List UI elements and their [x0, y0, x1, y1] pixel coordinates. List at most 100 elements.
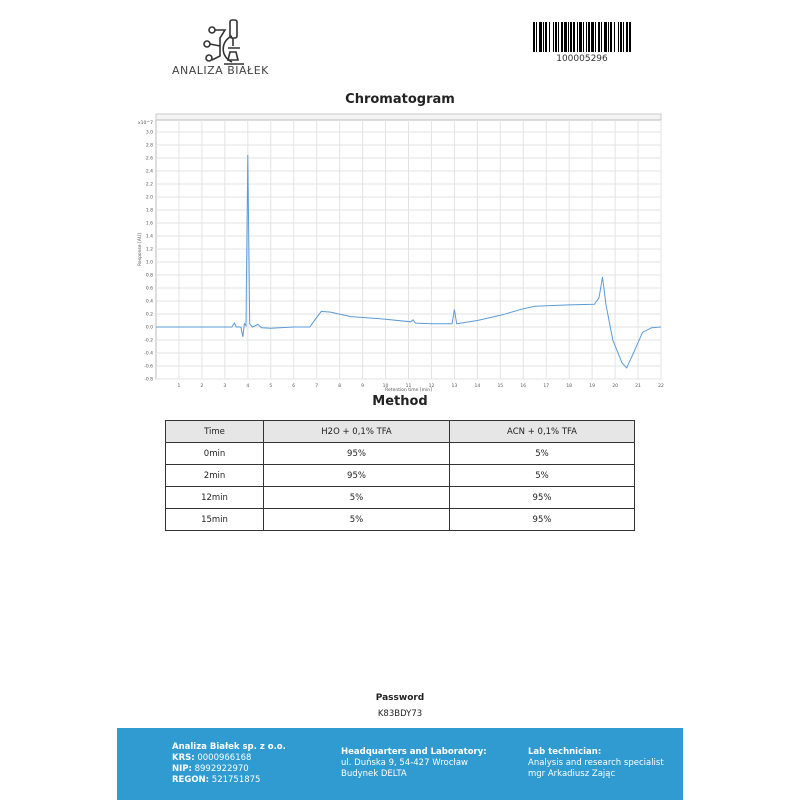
- cell: 2min: [165, 464, 264, 487]
- krs-label: KRS:: [172, 753, 195, 763]
- barcode-number: 100005296: [556, 54, 608, 64]
- hq-info: Headquarters and Laboratory: ul. Duńska …: [341, 747, 487, 780]
- regon-label: REGON:: [172, 775, 210, 785]
- y-tick-label: 0.8: [146, 273, 153, 279]
- cell: 5%: [449, 464, 635, 487]
- barcode-bar: [570, 22, 572, 52]
- x-tick-label: 22: [658, 383, 664, 389]
- barcode-bar: [579, 22, 582, 52]
- y-tick-label: 2.0: [146, 195, 153, 201]
- cell: 5%: [263, 486, 450, 509]
- y-tick-label: 1.4: [146, 234, 153, 240]
- column-header: Time: [165, 420, 264, 443]
- password-value: K83BDY73: [377, 709, 423, 719]
- technician-name: mgr Arkadiusz Zając: [528, 769, 616, 779]
- cell: 5%: [263, 508, 450, 531]
- column-header: H2O + 0,1% TFA: [263, 420, 450, 443]
- x-axis-label: Retention time [min]: [385, 387, 432, 392]
- company-info: Analiza Białek sp. z o.o. KRS: 000096616…: [172, 742, 286, 786]
- x-tick-label: 21: [635, 383, 641, 389]
- chart-header-strip: [155, 113, 662, 121]
- y-tick-label: 0.6: [146, 286, 153, 292]
- table-row: 2min 95% 5%: [165, 464, 635, 487]
- cell: 12min: [165, 486, 264, 509]
- x-tick-label: 2: [200, 383, 203, 389]
- barcode-bar: [553, 22, 554, 52]
- footer: Analiza Białek sp. z o.o. KRS: 000096616…: [117, 728, 683, 800]
- technician-role: Analysis and research specialist: [528, 758, 664, 768]
- y-axis-label: Response [AU]: [137, 233, 143, 266]
- company-logo-text: ANALIZA BIAŁEK: [172, 64, 269, 77]
- barcode-bar: [626, 22, 628, 52]
- barcode-bar: [618, 22, 619, 52]
- y-tick-label: -0.4: [144, 351, 153, 357]
- y-tick-label: 2.8: [146, 143, 153, 149]
- barcode-bar: [601, 22, 602, 52]
- cell: 95%: [263, 464, 450, 487]
- barcode-bar: [623, 22, 624, 52]
- y-tick-label: 0.0: [146, 325, 153, 331]
- cell: 95%: [263, 442, 450, 465]
- x-tick-label: 6: [292, 383, 295, 389]
- x-tick-label: 20: [612, 383, 618, 389]
- cell: 15min: [165, 508, 264, 531]
- table-row: 15min 5% 95%: [165, 508, 635, 531]
- chromatogram-trace: [156, 154, 662, 369]
- column-header: ACN + 0,1% TFA: [449, 420, 635, 443]
- y-tick-label: 0.4: [146, 299, 153, 305]
- barcode-bar: [614, 22, 615, 52]
- barcode-bar: [591, 22, 594, 52]
- chromatogram-chart: 1 2 3 4 5 6 7 8 9 10 11 12 13 14 15 16 17 18 19 20 21 223.02.…: [137, 113, 664, 392]
- technician-title: Lab technician:: [528, 747, 602, 757]
- y-tick-label: 2.4: [146, 169, 153, 175]
- x-tick-label: 17: [543, 383, 549, 389]
- y-tick-label: 1.6: [146, 221, 153, 227]
- y-tick-label: -0.6: [144, 364, 153, 370]
- y-tick-label: -0.2: [144, 338, 153, 344]
- cell: 5%: [449, 442, 635, 465]
- method-title: Method: [372, 394, 428, 409]
- nip-label: NIP:: [172, 764, 192, 774]
- barcode-bar: [573, 22, 575, 52]
- barcode-bar: [583, 22, 584, 52]
- chromatogram-title: Chromatogram: [345, 92, 455, 107]
- company-name: Analiza Białek sp. z o.o.: [172, 742, 286, 752]
- barcode-bar: [577, 22, 578, 52]
- barcode-bar: [549, 22, 550, 52]
- hq-building: Budynek DELTA: [341, 769, 407, 779]
- y-tick-label: 1.2: [146, 247, 153, 253]
- cell: 95%: [449, 486, 635, 509]
- barcode: [533, 22, 631, 52]
- company-logo-icon: [203, 19, 244, 65]
- barcode-bar: [558, 22, 559, 52]
- y-tick-label: 1.8: [146, 208, 153, 214]
- x-tick-label: 12: [429, 383, 435, 389]
- barcode-bar: [543, 22, 544, 52]
- cell: 95%: [449, 508, 635, 531]
- barcode-bar: [568, 22, 569, 52]
- table-header-row: Time H2O + 0,1% TFA ACN + 0,1% TFA: [165, 420, 635, 443]
- x-tick-label: 9: [361, 383, 364, 389]
- hq-address: ul. Duńska 9, 54-427 Wrocław: [341, 758, 468, 768]
- y-tick-label: 2.6: [146, 156, 153, 162]
- barcode-bar: [620, 22, 622, 52]
- barcode-bar: [533, 22, 535, 52]
- x-tick-label: 10: [383, 383, 389, 389]
- cell: 0min: [165, 442, 264, 465]
- x-tick-label: 14: [474, 383, 480, 389]
- regon-value: 521751875: [211, 775, 261, 785]
- barcode-bar: [598, 22, 600, 52]
- x-tick-label: 16: [520, 383, 526, 389]
- barcode-bar: [536, 22, 537, 52]
- x-tick-label: 5: [269, 383, 272, 389]
- barcode-bar: [545, 22, 547, 52]
- barcode-bar: [586, 22, 587, 52]
- x-tick-label: 15: [497, 383, 503, 389]
- table-row: 0min 95% 5%: [165, 442, 635, 465]
- barcode-bar: [588, 22, 590, 52]
- x-tick-label: 4: [246, 383, 249, 389]
- password-label: Password: [375, 693, 425, 703]
- x-tick-label: 3: [223, 383, 226, 389]
- x-tick-label: 18: [566, 383, 572, 389]
- x-tick-label: 1: [178, 383, 181, 389]
